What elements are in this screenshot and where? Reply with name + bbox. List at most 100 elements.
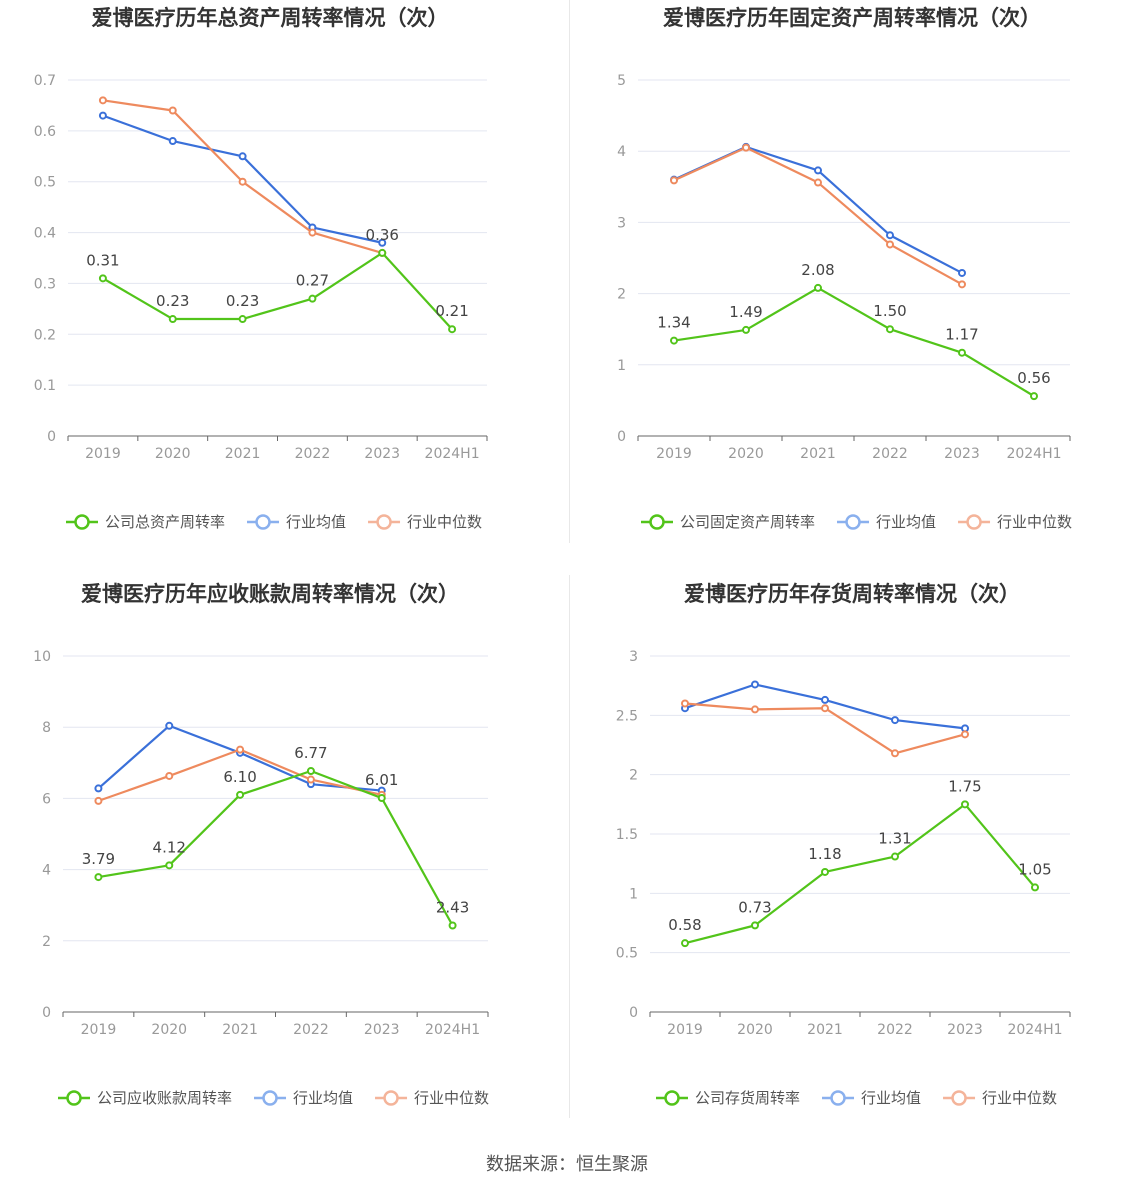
chart-panel-2: 爱博医疗历年固定资产周转率情况（次） 0 1 2 3 4 5 2019 2020 2021 2022… <box>617 6 1072 531</box>
legend-item-industry_avg[interactable]: 行业均值 <box>837 513 936 531</box>
data-point-company[interactable] <box>821 867 829 876</box>
data-label: 1.31 <box>878 830 911 848</box>
legend-label: 行业均值 <box>293 1089 353 1107</box>
data-point-industry_avg[interactable] <box>98 111 107 120</box>
data-point-company[interactable] <box>814 283 822 292</box>
data-point-industry_median[interactable] <box>891 749 899 758</box>
data-point-company[interactable] <box>448 921 457 930</box>
legend-item-company[interactable]: 公司固定资产周转率 <box>641 513 815 531</box>
legend-item-industry_median[interactable]: 行业中位数 <box>375 1089 489 1107</box>
data-point-industry_median[interactable] <box>742 143 750 152</box>
data-label: 6.10 <box>223 768 256 786</box>
x-tick-label: 2020 <box>151 1022 187 1038</box>
data-point-industry_avg[interactable] <box>238 152 247 161</box>
data-point-industry_avg[interactable] <box>165 721 174 730</box>
y-tick-label: 2.5 <box>616 708 638 724</box>
data-point-industry_median[interactable] <box>961 730 969 739</box>
y-tick-label: 0 <box>42 1005 51 1021</box>
data-point-company[interactable] <box>961 800 969 809</box>
x-tick-label: 2021 <box>222 1022 258 1038</box>
data-point-industry_median[interactable] <box>236 745 245 754</box>
data-point-company[interactable] <box>238 315 247 324</box>
data-point-industry_median[interactable] <box>670 176 678 185</box>
x-tick-label: 2020 <box>737 1022 773 1038</box>
data-point-company[interactable] <box>1030 392 1038 401</box>
data-label: 0.56 <box>1017 369 1050 387</box>
legend-item-industry_avg[interactable]: 行业均值 <box>254 1089 353 1107</box>
data-point-industry_median[interactable] <box>306 775 315 784</box>
data-point-industry_avg[interactable] <box>958 268 966 277</box>
data-point-company[interactable] <box>98 274 107 283</box>
data-point-industry_median[interactable] <box>165 771 174 780</box>
data-point-industry_avg[interactable] <box>821 695 829 704</box>
legend-item-industry_median[interactable]: 行业中位数 <box>958 513 1072 531</box>
data-point-company[interactable] <box>751 921 759 930</box>
data-point-company[interactable] <box>958 348 966 357</box>
legend-label: 行业中位数 <box>407 513 482 531</box>
data-point-industry_avg[interactable] <box>814 166 822 175</box>
data-point-company[interactable] <box>165 861 174 870</box>
data-point-company[interactable] <box>378 248 387 257</box>
legend-marker <box>255 514 271 530</box>
chart-title: 爱博医疗历年应收账款周转率情况（次） <box>81 582 459 606</box>
data-point-industry_median[interactable] <box>168 106 177 115</box>
data-label: 2.43 <box>436 898 469 916</box>
series-line-company <box>673 286 1035 398</box>
data-point-company[interactable] <box>891 852 899 861</box>
y-tick-label: 0.2 <box>34 327 56 343</box>
data-point-industry_median[interactable] <box>751 705 759 714</box>
legend-item-industry_avg[interactable]: 行业均值 <box>247 513 346 531</box>
data-point-industry_avg[interactable] <box>886 231 894 240</box>
data-point-company[interactable] <box>681 939 689 948</box>
data-point-company[interactable] <box>377 794 386 803</box>
vertical-divider-bottom <box>569 575 570 1118</box>
legend-label: 公司固定资产周转率 <box>680 513 815 531</box>
series-line-company <box>684 803 1036 945</box>
legend-item-company[interactable]: 公司存货周转率 <box>656 1089 800 1107</box>
data-point-company[interactable] <box>94 873 103 882</box>
data-point-industry_avg[interactable] <box>168 137 177 146</box>
x-tick-label: 2020 <box>155 446 191 462</box>
legend-item-industry_avg[interactable]: 行业均值 <box>822 1089 921 1107</box>
data-point-company[interactable] <box>886 325 894 334</box>
data-point-company[interactable] <box>308 294 317 303</box>
legend-marker <box>966 514 982 530</box>
y-tick-label: 3 <box>617 215 626 231</box>
data-point-industry_median[interactable] <box>94 796 103 805</box>
legend-item-company[interactable]: 公司总资产周转率 <box>66 513 225 531</box>
x-tick-label: 2022 <box>293 1022 329 1038</box>
y-tick-label: 6 <box>42 791 51 807</box>
y-tick-label: 0.4 <box>34 226 56 242</box>
data-point-industry_median[interactable] <box>958 280 966 289</box>
data-point-industry_median[interactable] <box>814 178 822 187</box>
legend-item-industry_median[interactable]: 行业中位数 <box>943 1089 1057 1107</box>
data-point-industry_median[interactable] <box>98 96 107 105</box>
x-tick-label: 2023 <box>364 446 400 462</box>
data-point-company[interactable] <box>1031 883 1039 892</box>
legend-item-industry_median[interactable]: 行业中位数 <box>368 513 482 531</box>
data-point-company[interactable] <box>306 766 315 775</box>
data-point-industry_median[interactable] <box>238 177 247 186</box>
vertical-divider-top <box>569 0 570 543</box>
data-point-industry_avg[interactable] <box>751 680 759 689</box>
data-point-company[interactable] <box>168 315 177 324</box>
data-label: 1.75 <box>948 777 981 795</box>
data-point-industry_avg[interactable] <box>891 716 899 725</box>
chart-title: 爱博医疗历年总资产周转率情况（次） <box>92 6 449 30</box>
data-point-industry_avg[interactable] <box>94 784 103 793</box>
data-point-industry_avg[interactable] <box>378 238 387 247</box>
data-point-company[interactable] <box>236 790 245 799</box>
data-point-industry_median[interactable] <box>308 228 317 237</box>
data-point-company[interactable] <box>448 325 457 334</box>
data-point-company[interactable] <box>670 336 678 345</box>
data-point-company[interactable] <box>742 325 750 334</box>
data-point-industry_median[interactable] <box>821 704 829 713</box>
legend-item-company[interactable]: 公司应收账款周转率 <box>58 1089 232 1107</box>
data-point-industry_median[interactable] <box>886 240 894 249</box>
legend-marker <box>830 1090 846 1106</box>
y-tick-label: 0.3 <box>34 276 56 292</box>
y-tick-label: 0 <box>47 429 56 445</box>
data-point-industry_median[interactable] <box>681 699 689 708</box>
legend-label: 行业中位数 <box>982 1089 1057 1107</box>
y-tick-label: 0.5 <box>616 946 638 962</box>
